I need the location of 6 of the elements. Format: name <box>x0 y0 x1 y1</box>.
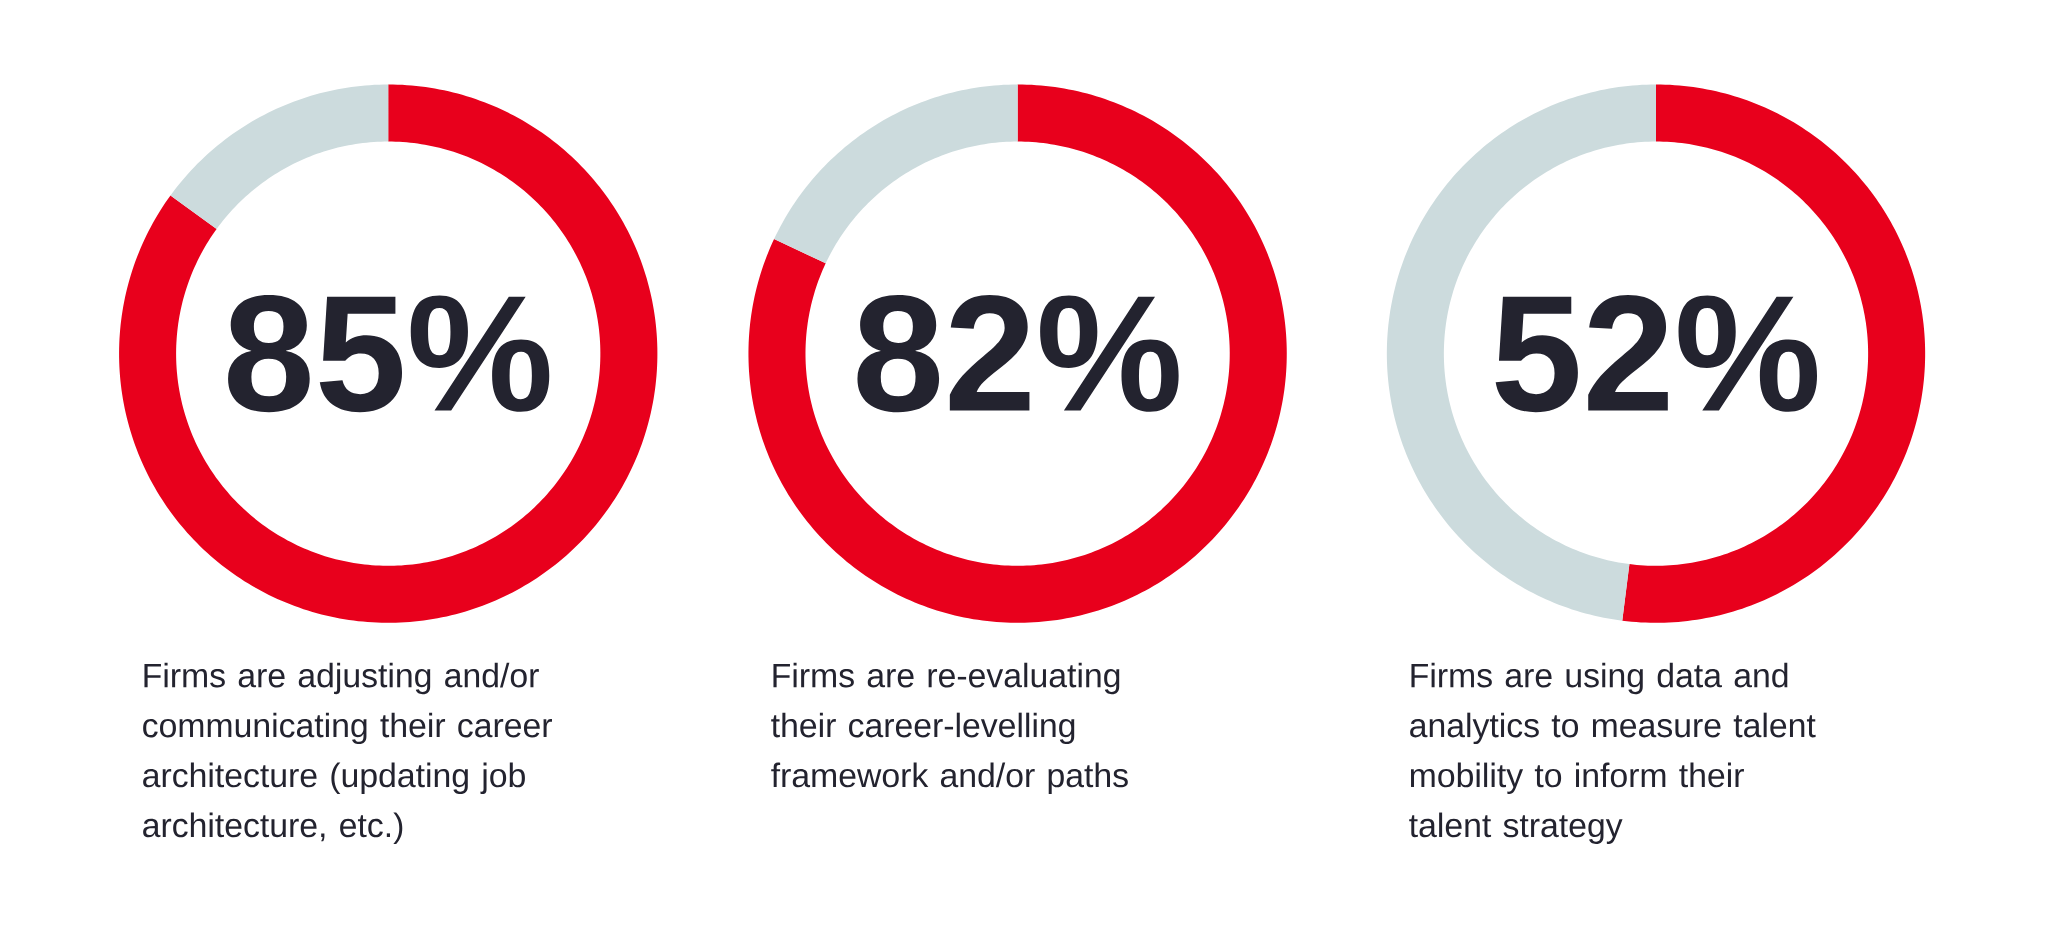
text: Firms are adjusting and/or communicating their career architecture (updating job architecture, etc.) <box>143 662 552 844</box>
data-label: 52% <box>1495 295 1818 413</box>
data-label: 82% <box>857 295 1179 413</box>
text: Firms are using data and analytics to measure talent mobility to inform their talent strategy <box>1409 662 1816 844</box>
text: Firms are re-evaluating their career-levelling framework and/or paths <box>771 662 1128 795</box>
data-label: 85% <box>228 295 550 413</box>
